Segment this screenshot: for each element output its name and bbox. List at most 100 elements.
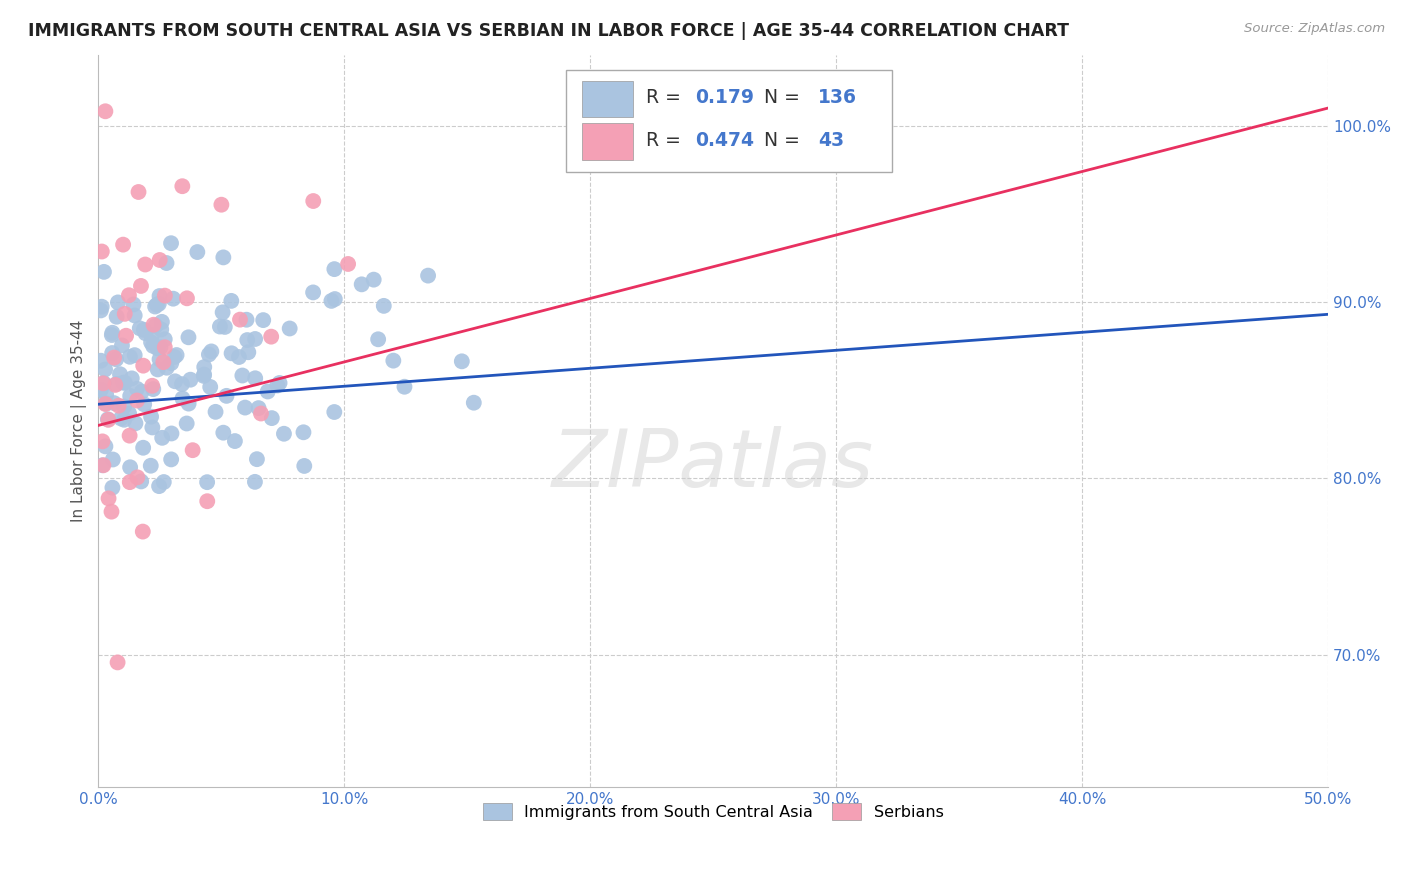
Point [146,342,169,356]
Point [91,434,114,449]
Point [112,237,135,252]
Point [208,319,231,334]
Point [373,299,395,313]
Point [177,330,200,344]
Point [97,412,120,426]
Text: 0.179: 0.179 [695,88,754,107]
Point [181,443,204,458]
Point [247,401,270,416]
Point [97,491,120,506]
Point [152,355,174,369]
Point [252,313,274,327]
Point [125,393,148,408]
Point [160,426,183,441]
Point [142,318,165,332]
Point [141,420,163,434]
Point [323,292,346,306]
Point [90,303,112,318]
Point [160,452,183,467]
Point [94,396,117,410]
Point [195,475,218,490]
Point [176,417,198,431]
Point [350,277,373,292]
Point [195,494,218,508]
Point [246,452,269,467]
Y-axis label: In Labor Force | Age 35-44: In Labor Force | Age 35-44 [72,320,87,522]
Point [179,373,201,387]
FancyBboxPatch shape [582,123,633,160]
Point [233,401,256,415]
Point [394,380,416,394]
Point [121,371,143,385]
Point [278,321,301,335]
Point [134,258,156,272]
Point [124,309,146,323]
Point [245,371,267,385]
Point [323,262,346,277]
Point [101,346,124,360]
Point [152,475,174,489]
Point [90,353,112,368]
Point [125,382,148,396]
Point [176,291,198,305]
Point [112,376,135,390]
Point [382,353,405,368]
Point [120,389,142,403]
Point [94,397,117,411]
Point [260,329,283,343]
Point [101,326,124,340]
Text: 43: 43 [818,131,844,150]
Text: N =: N = [763,131,806,150]
Point [132,359,155,373]
Point [209,197,232,211]
Point [212,425,235,440]
Point [160,236,183,251]
Point [101,452,124,467]
Text: R =: R = [645,131,686,150]
Point [204,405,226,419]
Point [90,244,112,259]
Point [273,426,295,441]
Point [337,257,360,271]
Point [170,377,193,392]
Point [91,458,114,473]
Point [321,293,343,308]
Point [107,656,129,670]
Point [650,138,672,153]
Point [105,376,128,391]
Text: 136: 136 [818,88,856,107]
Point [105,310,128,324]
Point [221,346,243,360]
Point [177,396,200,410]
Point [292,425,315,440]
Point [148,352,170,367]
Point [118,428,141,442]
Point [231,368,253,383]
Point [112,413,135,427]
Text: Source: ZipAtlas.com: Source: ZipAtlas.com [1244,22,1385,36]
Point [104,378,127,392]
Point [91,376,114,391]
Point [118,475,141,490]
Point [172,179,194,194]
Point [142,339,165,353]
Point [122,297,145,311]
Point [141,328,163,343]
Point [302,285,325,300]
Point [139,409,162,424]
Point [243,332,266,346]
Point [148,297,170,311]
Point [256,384,278,399]
Point [269,376,291,390]
Point [260,411,283,425]
Point [302,194,325,208]
Point [101,328,124,343]
Point [228,350,250,364]
Point [367,332,389,346]
Point [100,505,122,519]
Point [155,256,177,270]
Point [323,405,346,419]
Point [94,362,117,376]
Text: IMMIGRANTS FROM SOUTH CENTRAL ASIA VS SERBIAN IN LABOR FORCE | AGE 35-44 CORRELA: IMMIGRANTS FROM SOUTH CENTRAL ASIA VS SE… [28,22,1069,40]
Point [211,305,233,319]
